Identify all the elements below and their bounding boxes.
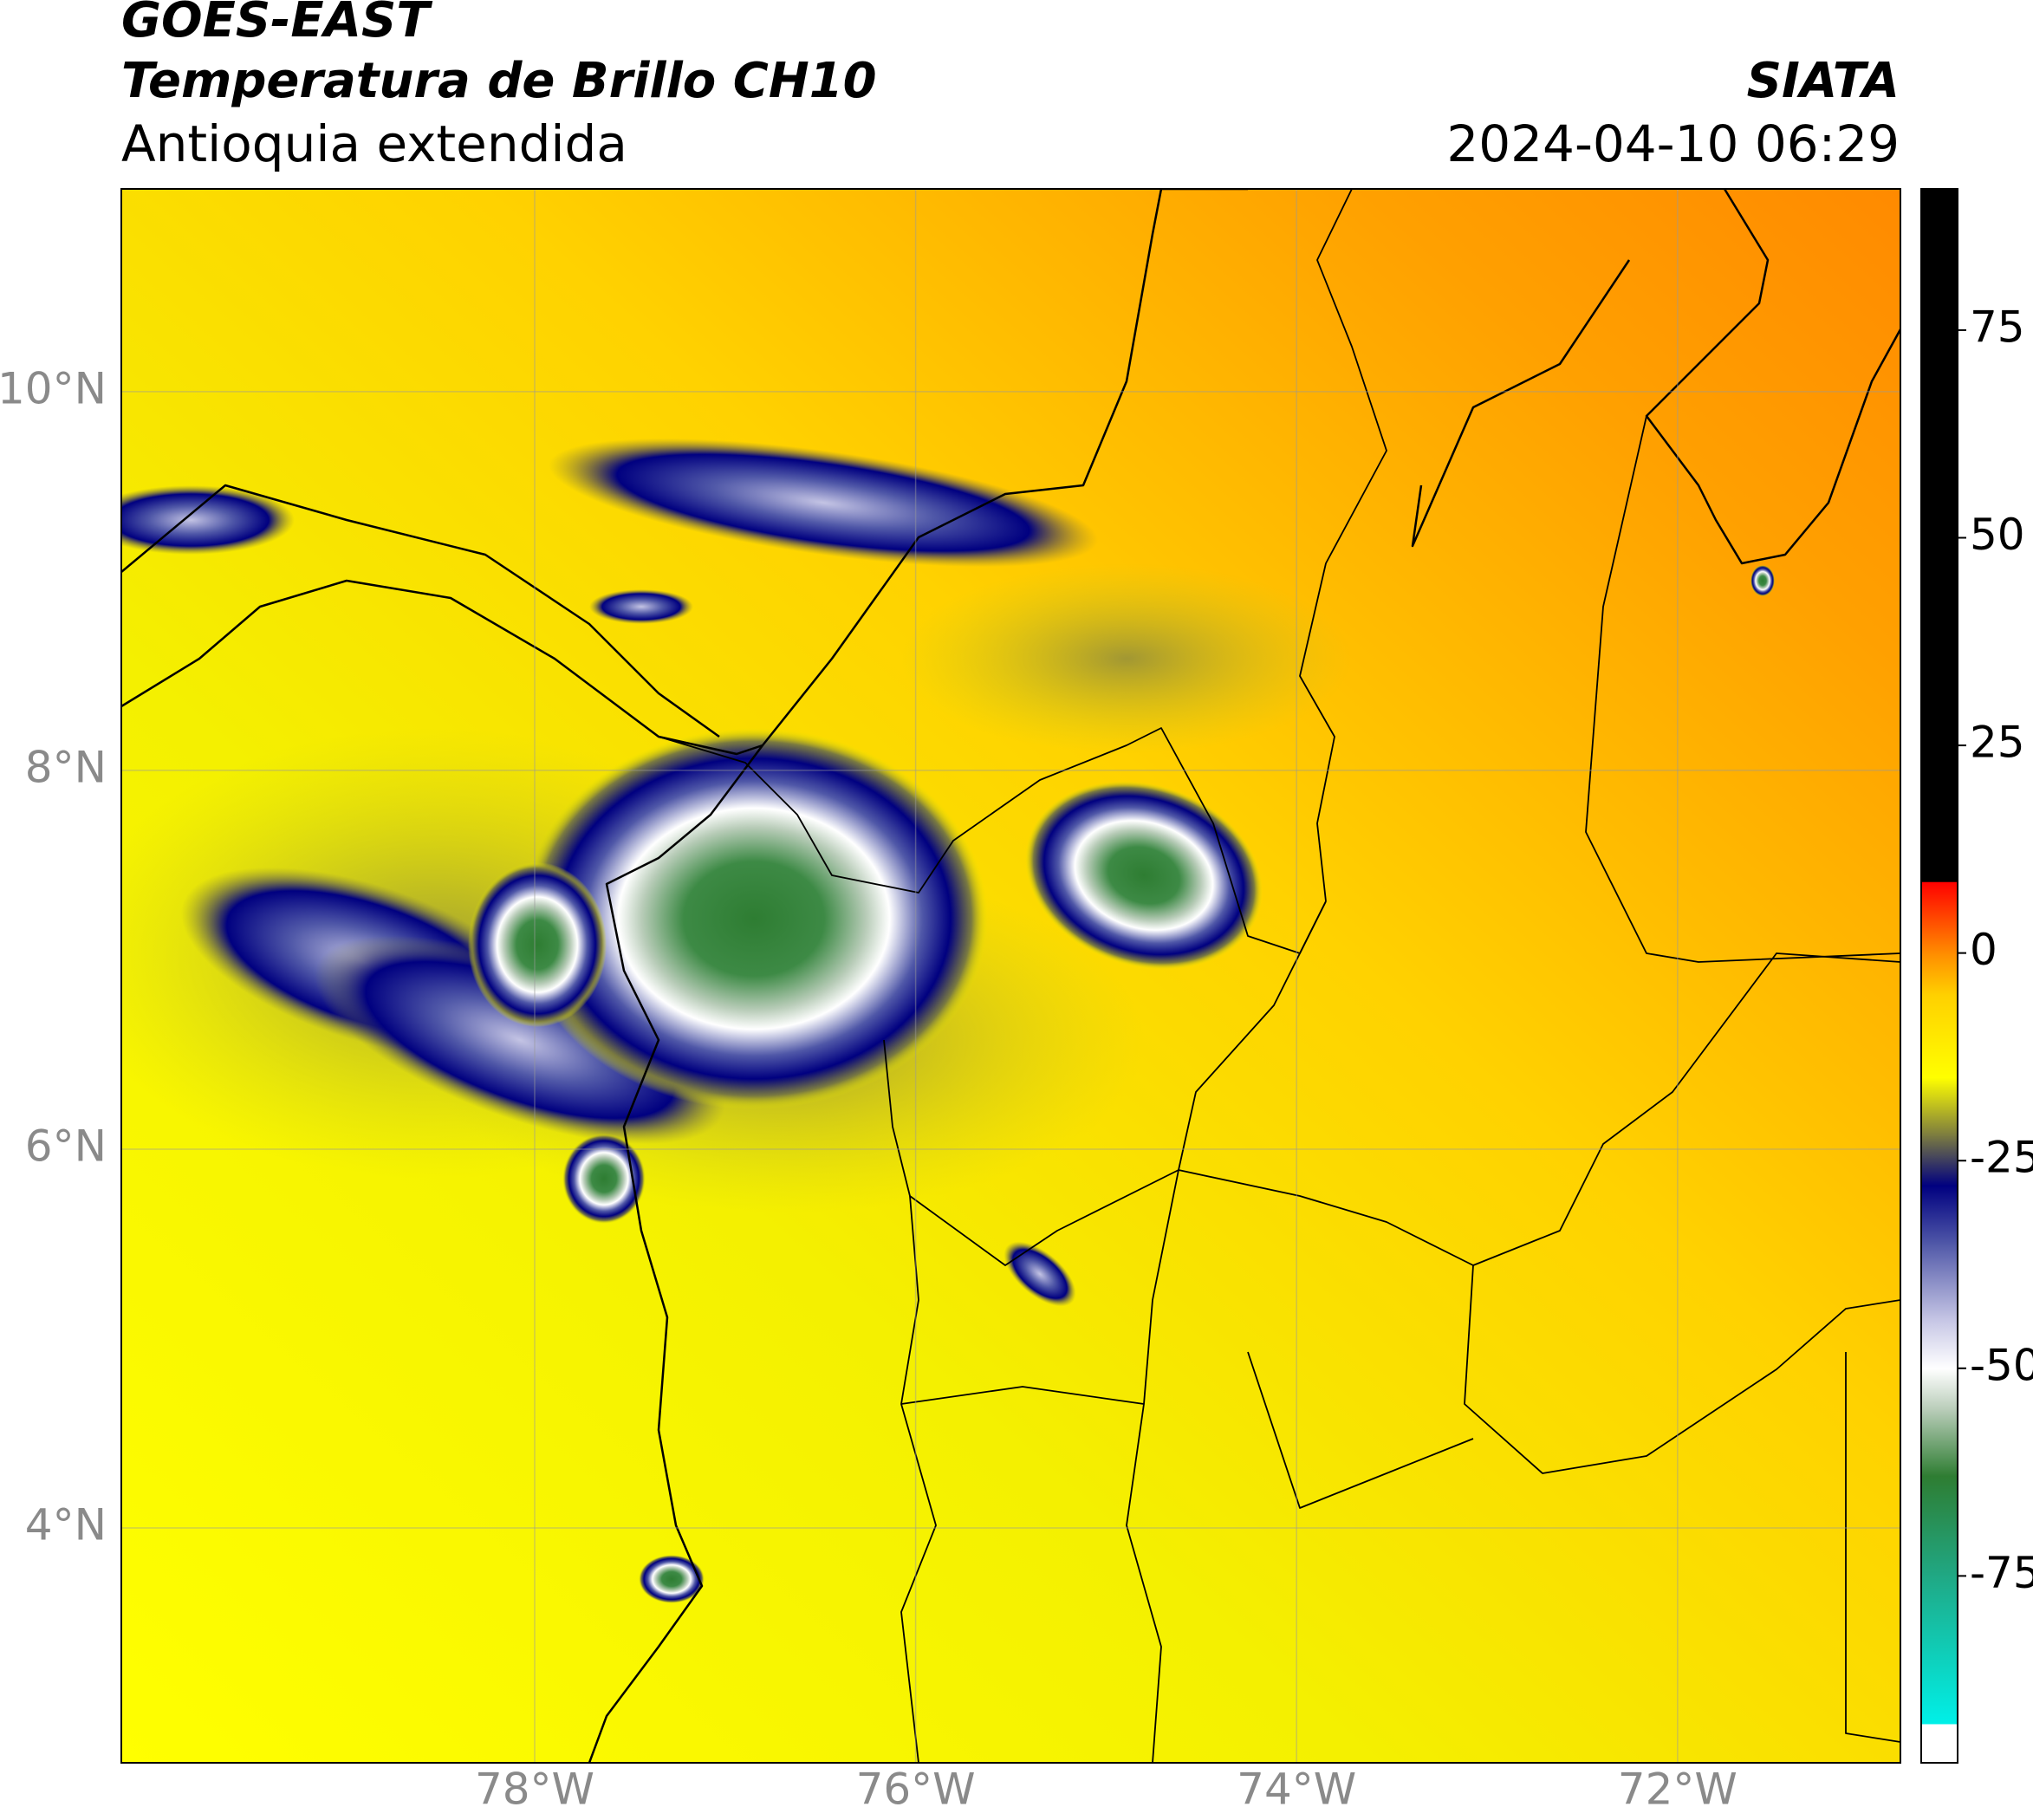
- colorbar-segment: [1921, 881, 1958, 954]
- colorbar-tick-label: -50: [1970, 1340, 2033, 1390]
- colorbar-segment: [1921, 1368, 1958, 1411]
- y-tick-label: 4°N: [25, 1500, 107, 1550]
- colorbar-tick-label: 50: [1970, 510, 2025, 560]
- y-tick-label: 10°N: [0, 363, 107, 413]
- colorbar-segment: [1921, 952, 1958, 996]
- colorbar-segment: [1921, 1476, 1958, 1576]
- title: GOES-EAST: [121, 0, 432, 49]
- colorbar-segment: [1921, 1077, 1958, 1136]
- colorbar-segment: [1921, 1185, 1958, 1245]
- datetime: 2024-04-10 06:29: [1446, 114, 1900, 173]
- satellite-image: [121, 189, 1900, 1763]
- region: Antioquia extendida: [121, 114, 627, 173]
- colorbar-frame: [1920, 188, 1958, 1764]
- colorbar-tick-label: -25: [1970, 1133, 2033, 1183]
- x-tick-label: 74°W: [1237, 1765, 1356, 1815]
- y-tick-label: 8°N: [25, 742, 107, 792]
- colorbar-segment: [1921, 1409, 1958, 1477]
- colorbar-segment: [1921, 1723, 1958, 1764]
- y-tick-label: 6°N: [25, 1121, 107, 1171]
- colorbar-tick-label: 0: [1970, 925, 1997, 975]
- colorbar-tick-label: -75: [1970, 1548, 2033, 1598]
- colorbar-segment: [1921, 1244, 1958, 1319]
- colorbar-tick-label: 75: [1970, 302, 2025, 352]
- colorbar-segment: [1921, 994, 1958, 1078]
- source: SIATA: [1747, 53, 1900, 109]
- x-tick-label: 72°W: [1618, 1765, 1737, 1815]
- colorbar-segment: [1921, 1135, 1958, 1186]
- colorbar-segment: [1921, 1318, 1958, 1369]
- subtitle: Temperatura de Brillo CH10: [121, 53, 877, 109]
- colorbar-segment: [1921, 189, 1958, 882]
- x-tick-label: 78°W: [475, 1765, 594, 1815]
- colorbar-tick-label: 25: [1970, 718, 2025, 768]
- colorbar-segment: [1921, 1576, 1958, 1725]
- x-tick-label: 76°W: [856, 1765, 976, 1815]
- map-frame: [120, 188, 1901, 1764]
